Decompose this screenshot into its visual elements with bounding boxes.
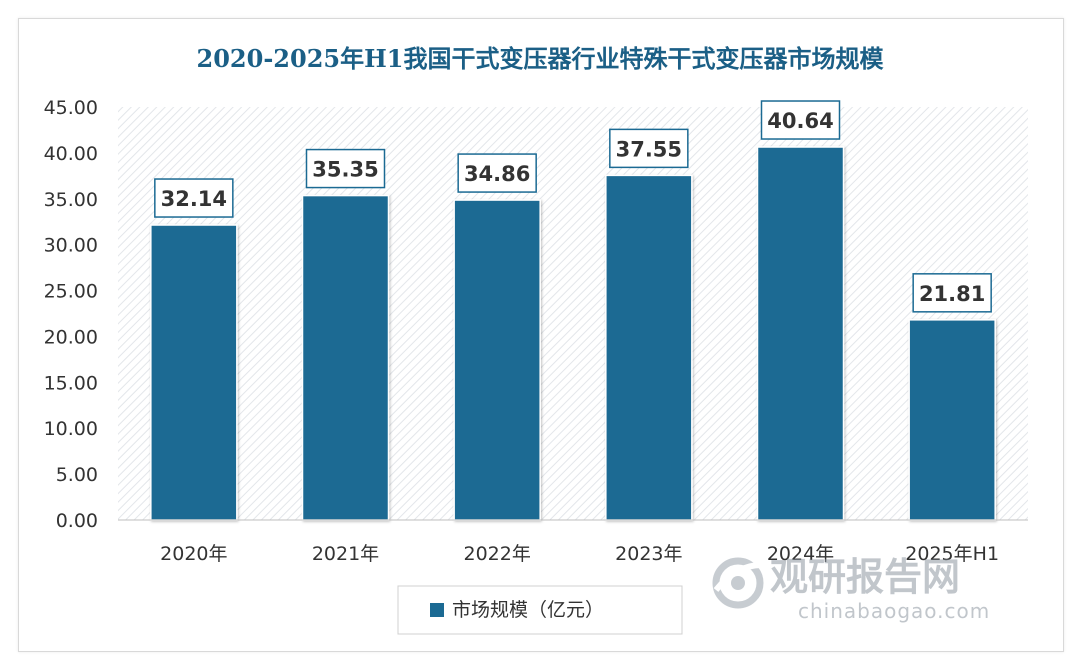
watermark-site-text: chinabaogao.com	[798, 599, 990, 623]
data-label: 37.55	[609, 128, 689, 169]
data-label-text: 34.86	[464, 162, 530, 186]
x-tick-label: 2020年	[160, 543, 227, 565]
bar-2	[301, 194, 390, 521]
x-tick-label: 2021年	[312, 543, 379, 565]
data-label-box	[912, 273, 992, 313]
data-label-box	[154, 178, 234, 218]
legend: 市场规模（亿元）	[397, 585, 683, 635]
x-tick-label: 2024年	[767, 543, 834, 565]
legend-label: 市场规模（亿元）	[452, 599, 604, 621]
bar-5	[756, 146, 845, 521]
plot-area-background	[118, 107, 1028, 520]
bar-6	[908, 319, 996, 521]
data-label-text: 40.64	[767, 109, 833, 133]
y-tick-label: 40.00	[44, 143, 98, 165]
y-tick-label: 0.00	[56, 510, 98, 532]
x-tick-label: 2023年	[615, 543, 682, 565]
y-tick-label: 15.00	[44, 372, 98, 394]
data-label-text: 21.81	[919, 282, 985, 306]
y-tick-label: 5.00	[56, 464, 98, 486]
y-axis: 0.00 5.00 10.00 15.00 20.00 25.00 30.00 35.00 40…	[44, 97, 98, 532]
data-label-box	[609, 128, 689, 169]
data-label: 35.35	[305, 148, 386, 189]
data-label: 32.14	[154, 178, 234, 218]
legend-box	[397, 585, 683, 635]
bars-group	[150, 146, 996, 521]
bar-4	[605, 174, 693, 521]
y-tick-label: 45.00	[44, 97, 98, 119]
legend-swatch	[430, 603, 444, 617]
data-label-text: 37.55	[616, 137, 682, 161]
chart-title: 2020-2025年H1我国干式变压器行业特殊干式变压器市场规模	[197, 44, 885, 73]
x-tick-label: 2025年H1	[905, 543, 999, 565]
x-tick-label: 2022年	[463, 543, 530, 565]
y-tick-label: 20.00	[44, 326, 98, 348]
watermark-brand-text: 观研报告网	[770, 555, 960, 599]
y-tick-label: 10.00	[44, 418, 98, 440]
data-label: 40.64	[760, 100, 841, 140]
data-label: 34.86	[457, 153, 537, 193]
data-label-box	[760, 100, 841, 140]
x-axis: 2020年 2021年 2022年 2023年 2024年 2025年H1	[160, 543, 999, 565]
bar-1	[150, 224, 238, 521]
data-label-text: 32.14	[161, 187, 227, 211]
data-label: 21.81	[912, 273, 992, 313]
y-tick-label: 30.00	[44, 235, 98, 257]
data-label-box	[305, 148, 386, 189]
data-label-box	[457, 153, 537, 193]
data-label-text: 35.35	[312, 158, 378, 182]
bar-3	[453, 199, 541, 521]
watermark-logo-icon	[712, 557, 773, 609]
y-tick-label: 35.00	[44, 189, 98, 211]
data-labels-group: 32.14 35.35 34.86 37.55 40.64 21.81	[154, 100, 992, 313]
watermark: 观研报告网 chinabaogao.com	[712, 555, 990, 623]
y-tick-label: 25.00	[44, 281, 98, 303]
